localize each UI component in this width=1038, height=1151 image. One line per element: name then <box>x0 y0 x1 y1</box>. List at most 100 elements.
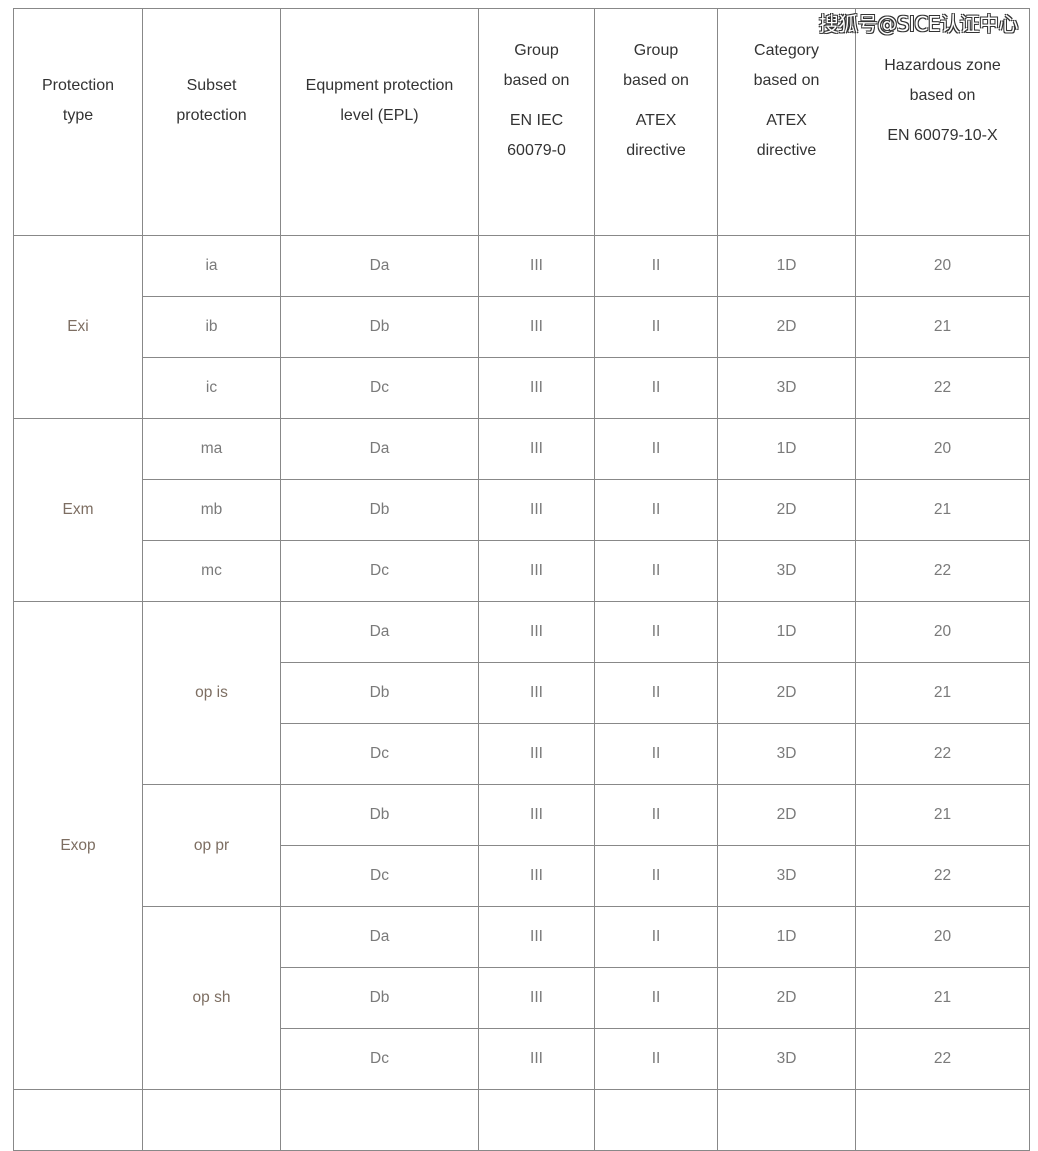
table-row: Exop op is Da III II 1D 20 <box>13 601 1030 1090</box>
header-line: 60079-0 <box>507 142 566 159</box>
header-epl: Equpment protection level (EPL) <box>280 8 479 236</box>
category-cell: 3D <box>717 357 856 419</box>
protection-type-cell: Exi <box>13 235 143 419</box>
header-line: directive <box>626 142 686 159</box>
group-atex-cell: II <box>594 784 718 846</box>
table-row: mb Db III II 2D 21 <box>14 479 1030 541</box>
category-cell: 1D <box>717 601 856 663</box>
header-subset-protection: Subset protection <box>142 8 281 236</box>
header-line: Category <box>754 41 819 59</box>
header-line: Group <box>514 41 559 59</box>
table-row: op sh Da III II 1D 20 <box>14 906 1030 1090</box>
header-row: Protection type Subset protection Equpment p… <box>13 8 1030 236</box>
header-category-atex: Category based on ATEX directive <box>717 8 856 236</box>
table-row: mc Dc III II 3D 22 <box>14 540 1030 602</box>
group-iec-cell: III <box>478 662 595 724</box>
empty-cell <box>855 1089 1030 1151</box>
category-cell: 2D <box>717 296 856 358</box>
header-group-iec: Group based on EN IEC 60079-0 <box>478 8 595 236</box>
group-atex-cell: II <box>594 601 718 663</box>
empty-cell <box>594 1089 718 1151</box>
category-cell: 1D <box>717 906 856 968</box>
header-line: based on <box>753 72 820 89</box>
epl-cell: Dc <box>280 845 479 907</box>
zone-cell: 22 <box>855 357 1030 419</box>
category-cell: 3D <box>717 845 856 907</box>
subset-cell: mb <box>142 479 281 541</box>
subset-cell: op pr <box>142 784 281 907</box>
empty-cell <box>478 1089 595 1151</box>
group-atex-cell: II <box>594 540 718 602</box>
table-row: Dc III II 3D 22 <box>14 723 1030 785</box>
epl-cell: Dc <box>280 540 479 602</box>
table-row: ib Db III II 2D 21 <box>14 296 1030 358</box>
table-row: op pr Db III II 2D 21 <box>14 784 1030 907</box>
group-iec-cell: III <box>478 845 595 907</box>
header-line: EN IEC <box>509 111 564 129</box>
group-iec-cell: III <box>478 418 595 480</box>
table-body: Exi ia Da III II 1D 20 ib Db III II 2D 21 ic Dc III II 3D… <box>13 235 1030 1151</box>
epl-cell: Db <box>280 967 479 1029</box>
header-line: ATEX <box>635 111 677 129</box>
category-cell: 2D <box>717 967 856 1029</box>
epl-cell: Dc <box>280 723 479 785</box>
watermark: 搜狐号@SICE认证中心 <box>818 12 1019 36</box>
header-line: ATEX <box>766 111 807 129</box>
zone-cell: 22 <box>855 845 1030 907</box>
header-hazardous-zone: Hazardous zone based on EN 60079-10-X <box>855 8 1030 236</box>
header-line: Subset <box>186 76 237 94</box>
epl-cell: Db <box>280 296 479 358</box>
header-line: Equpment protection <box>305 76 454 94</box>
header-line: Protection <box>41 76 115 94</box>
group-iec-cell: III <box>478 1028 595 1090</box>
group-atex-cell: II <box>594 357 718 419</box>
header-group-atex: Group based on ATEX directive <box>594 8 718 236</box>
group-iec-cell: III <box>478 967 595 1029</box>
header-line: level (EPL) <box>340 107 419 124</box>
zone-cell: 21 <box>855 967 1030 1029</box>
protection-type-cell: Exop <box>13 601 143 1090</box>
group-atex-cell: II <box>594 662 718 724</box>
table-row: Dc III II 3D 22 <box>14 845 1030 907</box>
header-line: based on <box>909 87 976 105</box>
header-line: protection <box>176 107 247 124</box>
group-iec-cell: III <box>478 540 595 602</box>
category-cell: 3D <box>717 540 856 602</box>
epl-cell: Db <box>280 662 479 724</box>
header-line: EN 60079-10-X <box>887 126 998 144</box>
protection-table: Protection type Subset protection Equpment p… <box>13 8 1030 1151</box>
zone-cell: 21 <box>855 479 1030 541</box>
epl-cell: Dc <box>280 1028 479 1090</box>
group-atex-cell: II <box>594 723 718 785</box>
subset-cell: mc <box>142 540 281 602</box>
header-line: directive <box>756 142 817 159</box>
category-cell: 2D <box>717 479 856 541</box>
empty-cell <box>717 1089 856 1151</box>
header-line: based on <box>503 72 570 89</box>
group-iec-cell: III <box>478 479 595 541</box>
group-iec-cell: III <box>478 235 595 297</box>
category-cell: 2D <box>717 784 856 846</box>
subset-cell: ma <box>142 418 281 480</box>
group-iec-cell: III <box>478 723 595 785</box>
header-line: type <box>62 107 94 124</box>
epl-cell: Db <box>280 479 479 541</box>
group-iec-cell: III <box>478 601 595 663</box>
table-row: Exm ma Da III II 1D 20 <box>13 418 1030 602</box>
subset-cell: op is <box>142 601 281 785</box>
zone-cell: 21 <box>855 662 1030 724</box>
table-row: ic Dc III II 3D 22 <box>14 357 1030 419</box>
subset-cell: ia <box>142 235 281 297</box>
zone-cell: 22 <box>855 540 1030 602</box>
zone-cell: 20 <box>855 906 1030 968</box>
group-iec-cell: III <box>478 784 595 846</box>
epl-cell: Da <box>280 418 479 480</box>
category-cell: 1D <box>717 235 856 297</box>
zone-cell: 20 <box>855 418 1030 480</box>
table-row: Dc III II 3D 22 <box>14 1028 1030 1090</box>
group-iec-cell: III <box>478 906 595 968</box>
group-iec-cell: III <box>478 296 595 358</box>
subset-cell: op sh <box>142 906 281 1090</box>
subset-cell: ib <box>142 296 281 358</box>
table-row: Db III II 2D 21 <box>14 662 1030 724</box>
